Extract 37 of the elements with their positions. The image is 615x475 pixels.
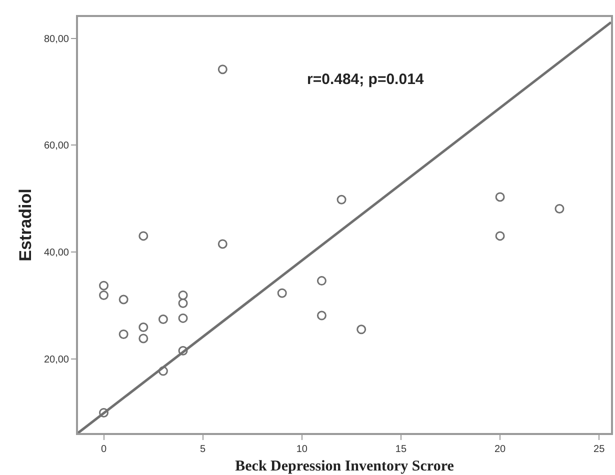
y-tick-label: 80,00 — [44, 34, 70, 45]
x-axis-title: Beck Depression Inventory Scrore — [235, 458, 454, 474]
point — [138, 334, 148, 344]
point — [178, 346, 188, 356]
point — [316, 310, 326, 320]
point — [218, 64, 228, 74]
point — [99, 290, 109, 300]
annotation: r=0.484; p=0.014 — [307, 71, 424, 88]
point — [138, 231, 148, 241]
x-tick-label: 0 — [100, 444, 107, 455]
point — [118, 329, 128, 339]
point — [118, 294, 128, 304]
y-tick-label: 20,00 — [44, 354, 70, 366]
point — [218, 239, 228, 249]
point — [178, 290, 188, 300]
point — [178, 298, 188, 308]
x-tick-label: 20 — [494, 444, 506, 455]
point — [158, 366, 168, 376]
x-tick-label: 25 — [594, 444, 606, 455]
y-tick-label: 40,00 — [44, 247, 70, 258]
point — [356, 324, 366, 334]
point — [316, 276, 326, 286]
point — [495, 192, 505, 202]
point — [495, 231, 505, 241]
x-tick-label: 10 — [296, 444, 308, 455]
y-tick-label: 60,00 — [44, 140, 70, 152]
point — [138, 322, 148, 332]
point — [178, 313, 188, 323]
point — [158, 314, 168, 324]
point — [99, 280, 109, 290]
x-tick-label: 15 — [395, 444, 407, 455]
y-axis-title: Estradiol — [16, 188, 36, 262]
point — [99, 408, 109, 418]
x-tick-label: 5 — [200, 444, 206, 455]
point — [554, 204, 564, 214]
point — [277, 288, 287, 298]
point — [336, 194, 346, 204]
